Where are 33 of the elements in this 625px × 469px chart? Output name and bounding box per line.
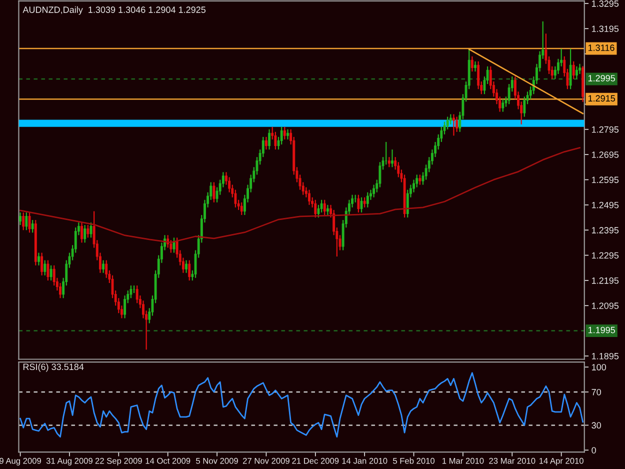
y-tick-label: 1.2195: [592, 277, 619, 284]
x-tick-label: 23 Mar 2010: [489, 458, 536, 464]
y-tick-label: 1.2095: [592, 302, 619, 309]
y-tick-label: 1.1895: [592, 352, 619, 360]
chart-title: RSI(6) 33.5184: [23, 363, 84, 372]
x-tick-label: 27 Nov 2009: [243, 458, 290, 464]
x-tick-label: 14 Oct 2009: [146, 458, 190, 464]
y-tick-label: 1.2395: [592, 227, 619, 234]
x-tick-label: 31 Aug 2009: [46, 458, 92, 466]
text: AUDNZD,Daily 1.3039 1.3046 1.2904 1.2925: [22, 6, 206, 15]
y-tick-label: 30: [592, 422, 602, 429]
y-tick-label: 70: [592, 388, 602, 396]
y-tick-label: 1.2495: [592, 202, 619, 208]
y-tick-label: 1.2695: [592, 152, 619, 158]
x-tick-label: 1 Mar 2010: [442, 458, 484, 464]
y-tick-label: 0: [592, 447, 596, 454]
x-tick-label: 22 Sep 2009: [95, 458, 142, 466]
ref-line-label: 1.2995: [588, 75, 616, 82]
ref-line-label: 1.2915: [588, 95, 616, 102]
x-tick-label: 5 Feb 2010: [393, 458, 435, 464]
ref-line-label: 1.3116: [588, 44, 614, 51]
x-tick-label: 14 Jan 2010: [342, 458, 388, 464]
y-tick-label: 1.3195: [592, 26, 619, 32]
y-tick-label: 1.2595: [592, 176, 619, 184]
y-tick-label: 100: [592, 364, 606, 370]
x-tick-label: 21 Dec 2009: [292, 458, 339, 464]
x-tick-label: 14 Apr 2010: [539, 458, 584, 466]
y-tick-label: 1.2295: [592, 252, 619, 259]
ref-line-label: 1.1995: [588, 326, 616, 334]
y-tick-label: 1.2795: [592, 126, 619, 133]
y-tick-label: 1.3295: [592, 0, 619, 7]
x-tick-label: 5 Nov 2009: [196, 458, 238, 464]
x-tick-label: 9 Aug 2009: [0, 458, 41, 466]
